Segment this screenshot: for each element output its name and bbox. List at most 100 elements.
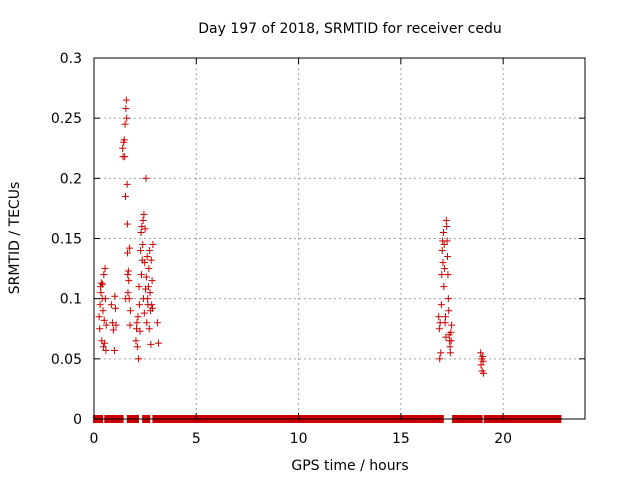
data-point — [144, 295, 152, 303]
data-point — [123, 180, 131, 188]
data-point — [99, 280, 107, 288]
data-point — [100, 271, 108, 279]
y-tick-label: 0.3 — [60, 51, 82, 67]
data-point — [480, 369, 488, 377]
y-tick-label: 0 — [73, 412, 82, 428]
data-point — [101, 265, 109, 273]
data-point — [111, 292, 119, 300]
data-point — [120, 136, 128, 144]
data-point — [447, 337, 455, 345]
data-point — [122, 192, 130, 200]
data-point — [147, 340, 155, 348]
data-point — [132, 337, 140, 345]
data-point — [439, 228, 447, 236]
data-point — [140, 309, 148, 317]
grid-lines — [94, 58, 585, 419]
data-point — [149, 241, 157, 249]
data-point — [444, 253, 452, 261]
data-point — [108, 319, 116, 327]
x-tick-label: 5 — [192, 431, 201, 447]
data-point — [144, 283, 152, 291]
data-point — [107, 301, 115, 309]
data-point — [143, 319, 151, 327]
data-point — [477, 349, 485, 357]
data-point — [96, 325, 104, 333]
data-point — [110, 346, 118, 354]
data-point — [97, 279, 105, 287]
data-point — [438, 271, 446, 279]
data-point — [95, 313, 103, 321]
data-point — [440, 241, 448, 249]
data-point — [141, 225, 149, 233]
data-point — [437, 301, 445, 309]
data-point — [111, 304, 119, 312]
y-tick-label: 0.2 — [60, 171, 82, 187]
x-tick-label: 20 — [494, 431, 512, 447]
data-point — [479, 357, 487, 365]
data-point — [134, 313, 142, 321]
data-points — [93, 96, 562, 423]
data-point — [137, 228, 145, 236]
data-point — [146, 289, 154, 297]
data-point — [477, 361, 485, 369]
data-point — [133, 319, 141, 327]
x-axis-ticks: 0 5 10 15 20 — [90, 58, 512, 447]
data-point — [123, 114, 131, 122]
y-tick-label: 0.25 — [51, 111, 82, 127]
data-point — [121, 153, 129, 161]
data-point — [100, 316, 108, 324]
y-tick-label: 0.15 — [51, 232, 82, 248]
y-tick-label: 0.05 — [51, 352, 82, 368]
data-point — [448, 321, 456, 329]
data-point — [143, 253, 151, 261]
data-point — [137, 247, 145, 255]
data-point — [147, 256, 155, 264]
data-point — [97, 289, 105, 297]
data-point — [447, 328, 455, 336]
data-point — [124, 249, 132, 257]
chart-title: Day 197 of 2018, SRMTID for receiver ced… — [198, 21, 501, 37]
data-point — [102, 321, 110, 329]
data-point — [126, 244, 134, 252]
data-point — [125, 277, 133, 285]
data-point — [445, 307, 453, 315]
data-point — [139, 216, 147, 224]
data-point — [441, 313, 449, 321]
data-point — [141, 259, 149, 267]
data-point — [133, 343, 141, 351]
data-point — [153, 319, 161, 327]
data-point — [442, 216, 450, 224]
data-point — [122, 105, 130, 113]
data-point — [446, 349, 454, 357]
data-point — [122, 96, 130, 104]
y-tick-label: 0.1 — [60, 292, 82, 308]
data-point — [101, 295, 109, 303]
data-point — [124, 271, 132, 279]
data-point — [435, 325, 443, 333]
data-point — [119, 144, 127, 152]
data-point — [439, 259, 447, 267]
data-point — [444, 271, 452, 279]
data-point — [142, 174, 150, 182]
data-point — [140, 210, 148, 218]
data-point — [136, 327, 144, 335]
data-point — [112, 321, 120, 329]
data-point — [443, 222, 451, 230]
x-tick-label: 10 — [290, 431, 308, 447]
data-point — [101, 339, 109, 347]
data-point — [96, 301, 104, 309]
x-tick-label: 0 — [90, 431, 99, 447]
data-point — [139, 241, 147, 249]
data-point — [440, 283, 448, 291]
data-point — [441, 319, 449, 327]
data-point — [435, 313, 443, 321]
data-point — [102, 346, 110, 354]
data-point — [125, 295, 133, 303]
data-point — [135, 301, 143, 309]
data-point — [142, 273, 150, 281]
data-point — [124, 267, 132, 275]
x-axis-label: GPS time / hours — [291, 458, 408, 474]
data-point — [135, 283, 143, 291]
y-axis-label: SRMTID / TECUs — [7, 182, 23, 295]
data-point — [436, 355, 444, 363]
